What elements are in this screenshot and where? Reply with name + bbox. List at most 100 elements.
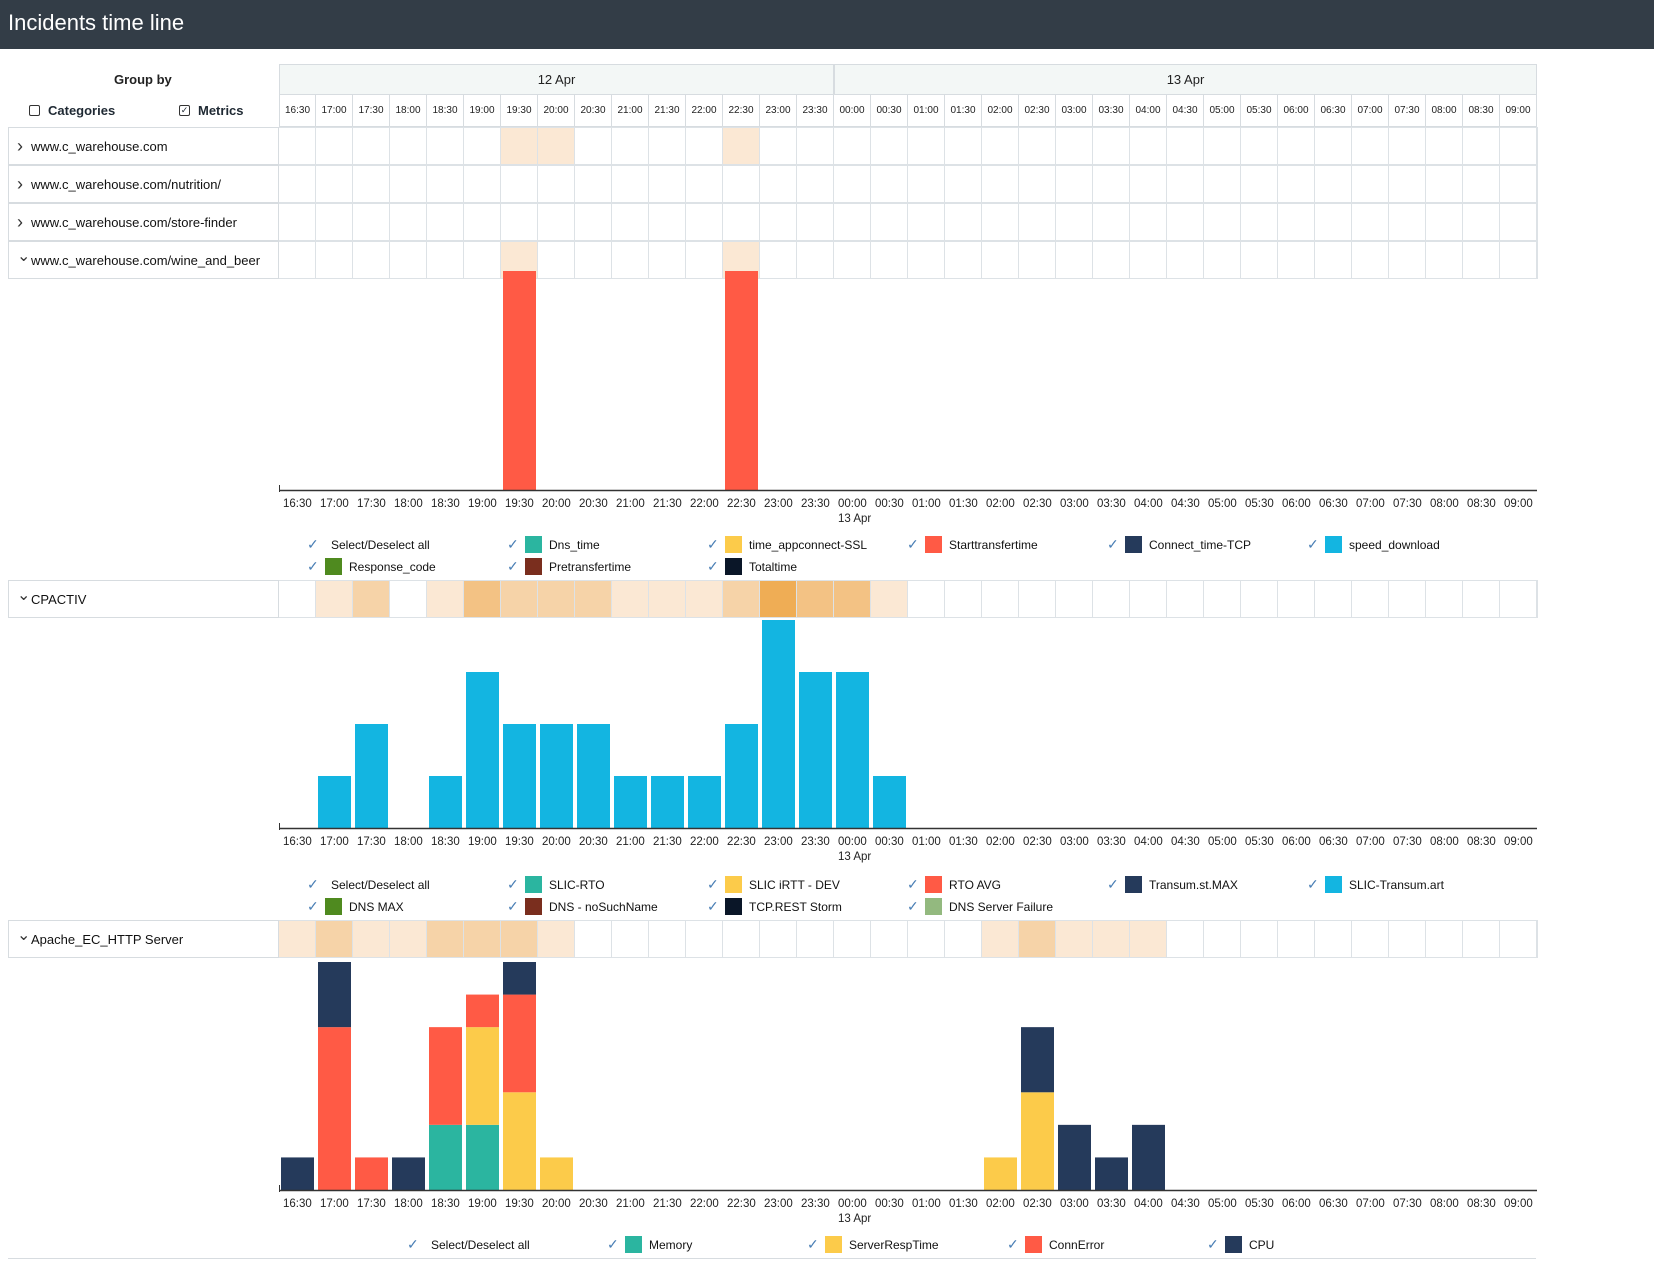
chevron-down-icon[interactable]: ⌄ [17,248,31,265]
heat-cell[interactable] [1241,241,1278,279]
bar-memory[interactable] [429,1124,462,1190]
heat-cell[interactable] [501,165,538,203]
bar-cpu[interactable] [318,962,351,1028]
heat-cell[interactable] [464,580,501,618]
heat-cell[interactable] [316,241,353,279]
heat-cell[interactable] [575,165,612,203]
bar-connerror[interactable] [503,994,536,1093]
bar-slic-transum-art[interactable] [873,776,906,828]
heat-cell[interactable] [1056,920,1093,958]
legend-item[interactable]: ✓ DNS MAX [307,898,404,915]
legend-item[interactable]: ✓ SLIC-Transum.art [1307,876,1444,893]
bar-slic-transum-art[interactable] [836,672,869,828]
heat-cell[interactable] [316,127,353,165]
heat-cell[interactable] [390,241,427,279]
heat-cell[interactable] [686,920,723,958]
heat-cell[interactable] [1463,165,1500,203]
heat-cell[interactable] [1278,127,1315,165]
heat-cell[interactable] [908,920,945,958]
heat-cell[interactable] [575,920,612,958]
heat-cell[interactable] [797,127,834,165]
checkmark-icon[interactable]: ✓ [807,1236,819,1252]
heat-cell[interactable] [834,241,871,279]
bar-connerror[interactable] [429,1027,462,1125]
heat-cell[interactable] [538,920,575,958]
heat-cell[interactable] [871,165,908,203]
checkmark-icon[interactable]: ✓ [707,558,719,574]
bar-cpu[interactable] [1132,1124,1165,1190]
heat-cell[interactable] [1315,580,1352,618]
heat-cell[interactable] [908,580,945,618]
heat-cell[interactable] [871,203,908,241]
heat-cell[interactable] [1241,165,1278,203]
bar-slic-transum-art[interactable] [725,724,758,828]
bar-serverresptime[interactable] [466,1027,499,1125]
heat-cell[interactable] [1019,165,1056,203]
heat-cell[interactable] [1130,241,1167,279]
heat-cell[interactable] [1500,203,1537,241]
bar-connerror[interactable] [466,994,499,1028]
heat-cell[interactable] [1315,203,1352,241]
bar-cpu[interactable] [1095,1157,1128,1190]
checkmark-icon[interactable]: ✓ [907,898,919,914]
heat-cell[interactable] [464,203,501,241]
categories-checkbox[interactable]: Categories [29,103,115,118]
heat-cell[interactable] [1056,165,1093,203]
heat-cell[interactable] [1204,165,1241,203]
chevron-right-icon[interactable]: › [17,211,23,232]
heat-cell[interactable] [1204,127,1241,165]
heat-cell[interactable] [982,127,1019,165]
heat-cell[interactable] [390,580,427,618]
bar-slic-transum-art[interactable] [355,724,388,828]
heat-cell[interactable] [1389,165,1426,203]
checkmark-icon[interactable]: ✓ [307,898,319,914]
heat-cell[interactable] [1019,203,1056,241]
heat-cell[interactable] [1241,580,1278,618]
heat-cell[interactable] [575,127,612,165]
checkmark-icon[interactable]: ✓ [907,536,919,552]
heat-cell[interactable] [1352,165,1389,203]
heat-cell[interactable] [871,920,908,958]
heat-cell[interactable] [1426,127,1463,165]
legend-item[interactable]: ✓ Memory [607,1236,692,1253]
heat-cell[interactable] [1389,920,1426,958]
tree-row[interactable]: ⌄ www.c_warehouse.com/wine_and_beer [8,241,279,279]
legend-item[interactable]: ✓ TCP.REST Storm [707,898,842,915]
heat-cell[interactable] [279,203,316,241]
heat-cell[interactable] [649,127,686,165]
heat-cell[interactable] [1463,203,1500,241]
checkmark-icon[interactable]: ✓ [907,876,919,892]
legend-item[interactable]: ✓ Totaltime [707,558,797,575]
chevron-down-icon[interactable]: ⌄ [17,927,31,944]
checkmark-icon[interactable]: ✓ [1307,876,1319,892]
heat-cell[interactable] [612,580,649,618]
heat-cell[interactable] [612,920,649,958]
heat-cell[interactable] [871,127,908,165]
heat-cell[interactable] [464,920,501,958]
heat-cell[interactable] [760,580,797,618]
heat-cell[interactable] [353,580,390,618]
heat-cell[interactable] [945,580,982,618]
heat-cell[interactable] [1352,241,1389,279]
heat-cell[interactable] [279,241,316,279]
heat-cell[interactable] [1426,165,1463,203]
heat-cell[interactable] [1278,165,1315,203]
heat-cell[interactable] [945,203,982,241]
heat-cell[interactable] [1019,127,1056,165]
heat-cell[interactable] [279,165,316,203]
heat-cell[interactable] [427,165,464,203]
checkmark-icon[interactable]: ✓ [507,536,519,552]
heat-cell[interactable] [1204,203,1241,241]
heat-cell[interactable] [1352,127,1389,165]
checkmark-icon[interactable]: ✓ [307,558,319,574]
heat-cell[interactable] [612,241,649,279]
heat-cell[interactable] [1056,580,1093,618]
checkmark-icon[interactable]: ✓ [1007,1236,1019,1252]
heat-cell[interactable] [390,203,427,241]
heat-cell[interactable] [501,580,538,618]
heat-cell[interactable] [464,165,501,203]
heat-cell[interactable] [1204,920,1241,958]
heat-cell[interactable] [1241,920,1278,958]
heat-cell[interactable] [1315,241,1352,279]
bar-connerror[interactable] [355,1157,388,1190]
